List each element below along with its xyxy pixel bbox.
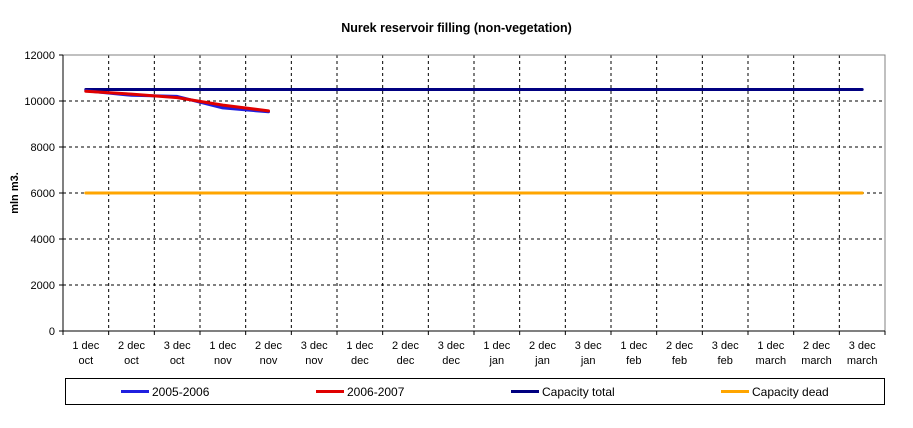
legend: 2005-2006 2006-2007 Capacity total Capacity… <box>65 378 885 405</box>
x-tick-label: 2 dec jan <box>529 340 556 367</box>
y-tick-label: 12000 <box>24 50 55 62</box>
x-tick-label: 1 dec dec <box>346 340 373 367</box>
y-tick-label: 6000 <box>31 188 55 200</box>
legend-label: 2006-2007 <box>347 384 405 399</box>
series-lines <box>84 88 864 195</box>
chart-title: Nurek reservoir filling (non-vegetation) <box>341 21 572 35</box>
legend-swatch <box>511 390 539 393</box>
x-tick-label: 1 dec nov <box>209 340 236 367</box>
legend-label: Capacity dead <box>752 384 829 399</box>
x-tick-label: 2 dec dec <box>392 340 419 367</box>
series-line-2006-2007 <box>84 89 270 113</box>
legend-swatch <box>721 390 749 393</box>
x-tick-label: 1 dec oct <box>72 340 99 367</box>
x-tick-label: 3 dec march <box>847 340 878 367</box>
y-tick-label: 8000 <box>31 142 55 154</box>
y-tick-label: 0 <box>49 326 55 338</box>
x-tick-label: 3 dec dec <box>438 340 465 367</box>
x-tick-label: 2 dec oct <box>118 340 145 367</box>
x-tick-label: 3 dec jan <box>575 340 602 367</box>
x-tick-label: 3 dec oct <box>164 340 191 367</box>
x-tick-label: 1 dec march <box>756 340 787 367</box>
y-tick-label: 10000 <box>24 96 55 108</box>
x-tick-label: 2 dec nov <box>255 340 282 367</box>
y-axis-label: mln m3. <box>9 172 21 214</box>
legend-swatch <box>316 390 344 393</box>
x-tick-label: 3 dec feb <box>712 340 739 367</box>
x-tick-label: 2 dec march <box>801 340 832 367</box>
legend-swatch <box>121 390 149 393</box>
legend-item: 2005-2006 <box>121 379 209 404</box>
legend-item: 2006-2007 <box>316 379 404 404</box>
legend-label: 2005-2006 <box>152 384 210 399</box>
legend-item: Capacity dead <box>721 379 829 404</box>
x-tick-label: 3 dec nov <box>301 340 328 367</box>
y-tick-label: 4000 <box>31 234 55 246</box>
legend-label: Capacity total <box>542 384 615 399</box>
axes: 0 2000 4000 6000 8000 10000 12000 1 dec oct 2 dec… <box>24 50 886 367</box>
x-tick-label: 1 dec jan <box>483 340 510 367</box>
x-tick-label: 2 dec feb <box>666 340 693 367</box>
legend-item: Capacity total <box>511 379 615 404</box>
y-tick-label: 2000 <box>31 280 55 292</box>
x-tick-label: 1 dec feb <box>620 340 647 367</box>
